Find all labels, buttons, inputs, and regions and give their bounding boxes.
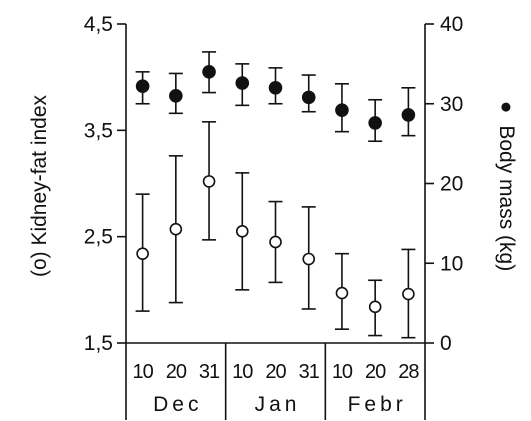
x-tick-label: 10 bbox=[232, 361, 253, 383]
body-mass-point bbox=[268, 81, 283, 95]
x-tick-label: 20 bbox=[166, 361, 187, 383]
x-tick-label: 20 bbox=[365, 361, 386, 383]
body-mass-point bbox=[401, 108, 416, 122]
right-axis: 0 10 20 30 40 bbox=[424, 13, 463, 355]
left-tick-label: 3,5 bbox=[84, 119, 113, 142]
body-mass-point bbox=[335, 103, 349, 117]
body-mass-point bbox=[368, 116, 382, 130]
left-tick-label: 2,5 bbox=[84, 226, 113, 249]
kidney-fat-point bbox=[335, 286, 349, 300]
month-label: Febr bbox=[348, 393, 407, 416]
kidney-fat-point bbox=[402, 287, 415, 301]
right-tick-label: 40 bbox=[440, 13, 463, 36]
body-mass-point bbox=[202, 65, 216, 79]
kidney-fat-point bbox=[136, 247, 149, 260]
kidney-fat-point bbox=[235, 225, 249, 238]
month-label: Dec bbox=[153, 393, 202, 416]
kidney-fat-point bbox=[169, 222, 183, 236]
right-axis-title-group: ● Body mass (kg) bbox=[495, 101, 518, 271]
month-label: Jan bbox=[255, 393, 301, 416]
left-axis-title: (o) Kidney-fat index bbox=[28, 94, 51, 277]
x-tick-label: 31 bbox=[199, 361, 220, 383]
x-tick-label: 10 bbox=[332, 361, 353, 383]
x-tick-label: 31 bbox=[299, 361, 320, 383]
kidney-fat-point bbox=[202, 175, 216, 188]
right-tick-label: 20 bbox=[440, 173, 463, 196]
left-tick-label: 1,5 bbox=[84, 332, 113, 355]
kidney-fat-point bbox=[302, 252, 316, 266]
left-tick-label: 4,5 bbox=[84, 13, 113, 36]
right-tick-label: 0 bbox=[440, 332, 452, 355]
x-tick-label: 20 bbox=[265, 361, 286, 383]
kidney-fat-series bbox=[135, 121, 416, 339]
x-tick-label: 28 bbox=[398, 361, 419, 383]
body-mass-point bbox=[235, 76, 250, 90]
kidney-fat-point bbox=[368, 300, 382, 314]
right-tick-label: 10 bbox=[440, 252, 463, 275]
right-tick-label: 30 bbox=[440, 93, 463, 116]
right-axis-title-symbol: ● bbox=[495, 101, 518, 114]
right-axis-title: ● Body mass (kg) bbox=[495, 101, 518, 271]
body-mass-point bbox=[301, 90, 316, 105]
body-mass-point bbox=[135, 79, 150, 94]
left-axis: 1,5 2,5 3,5 4,5 bbox=[84, 13, 127, 355]
x-tick-label: 10 bbox=[132, 361, 153, 383]
x-axis: 10 20 31 10 20 31 10 20 28 Dec Jan Febr bbox=[125, 342, 426, 420]
kidney-fat-point bbox=[269, 235, 282, 249]
right-axis-title-text: Body mass (kg) bbox=[495, 125, 518, 271]
body-mass-series bbox=[135, 51, 416, 143]
body-mass-point bbox=[169, 88, 183, 103]
